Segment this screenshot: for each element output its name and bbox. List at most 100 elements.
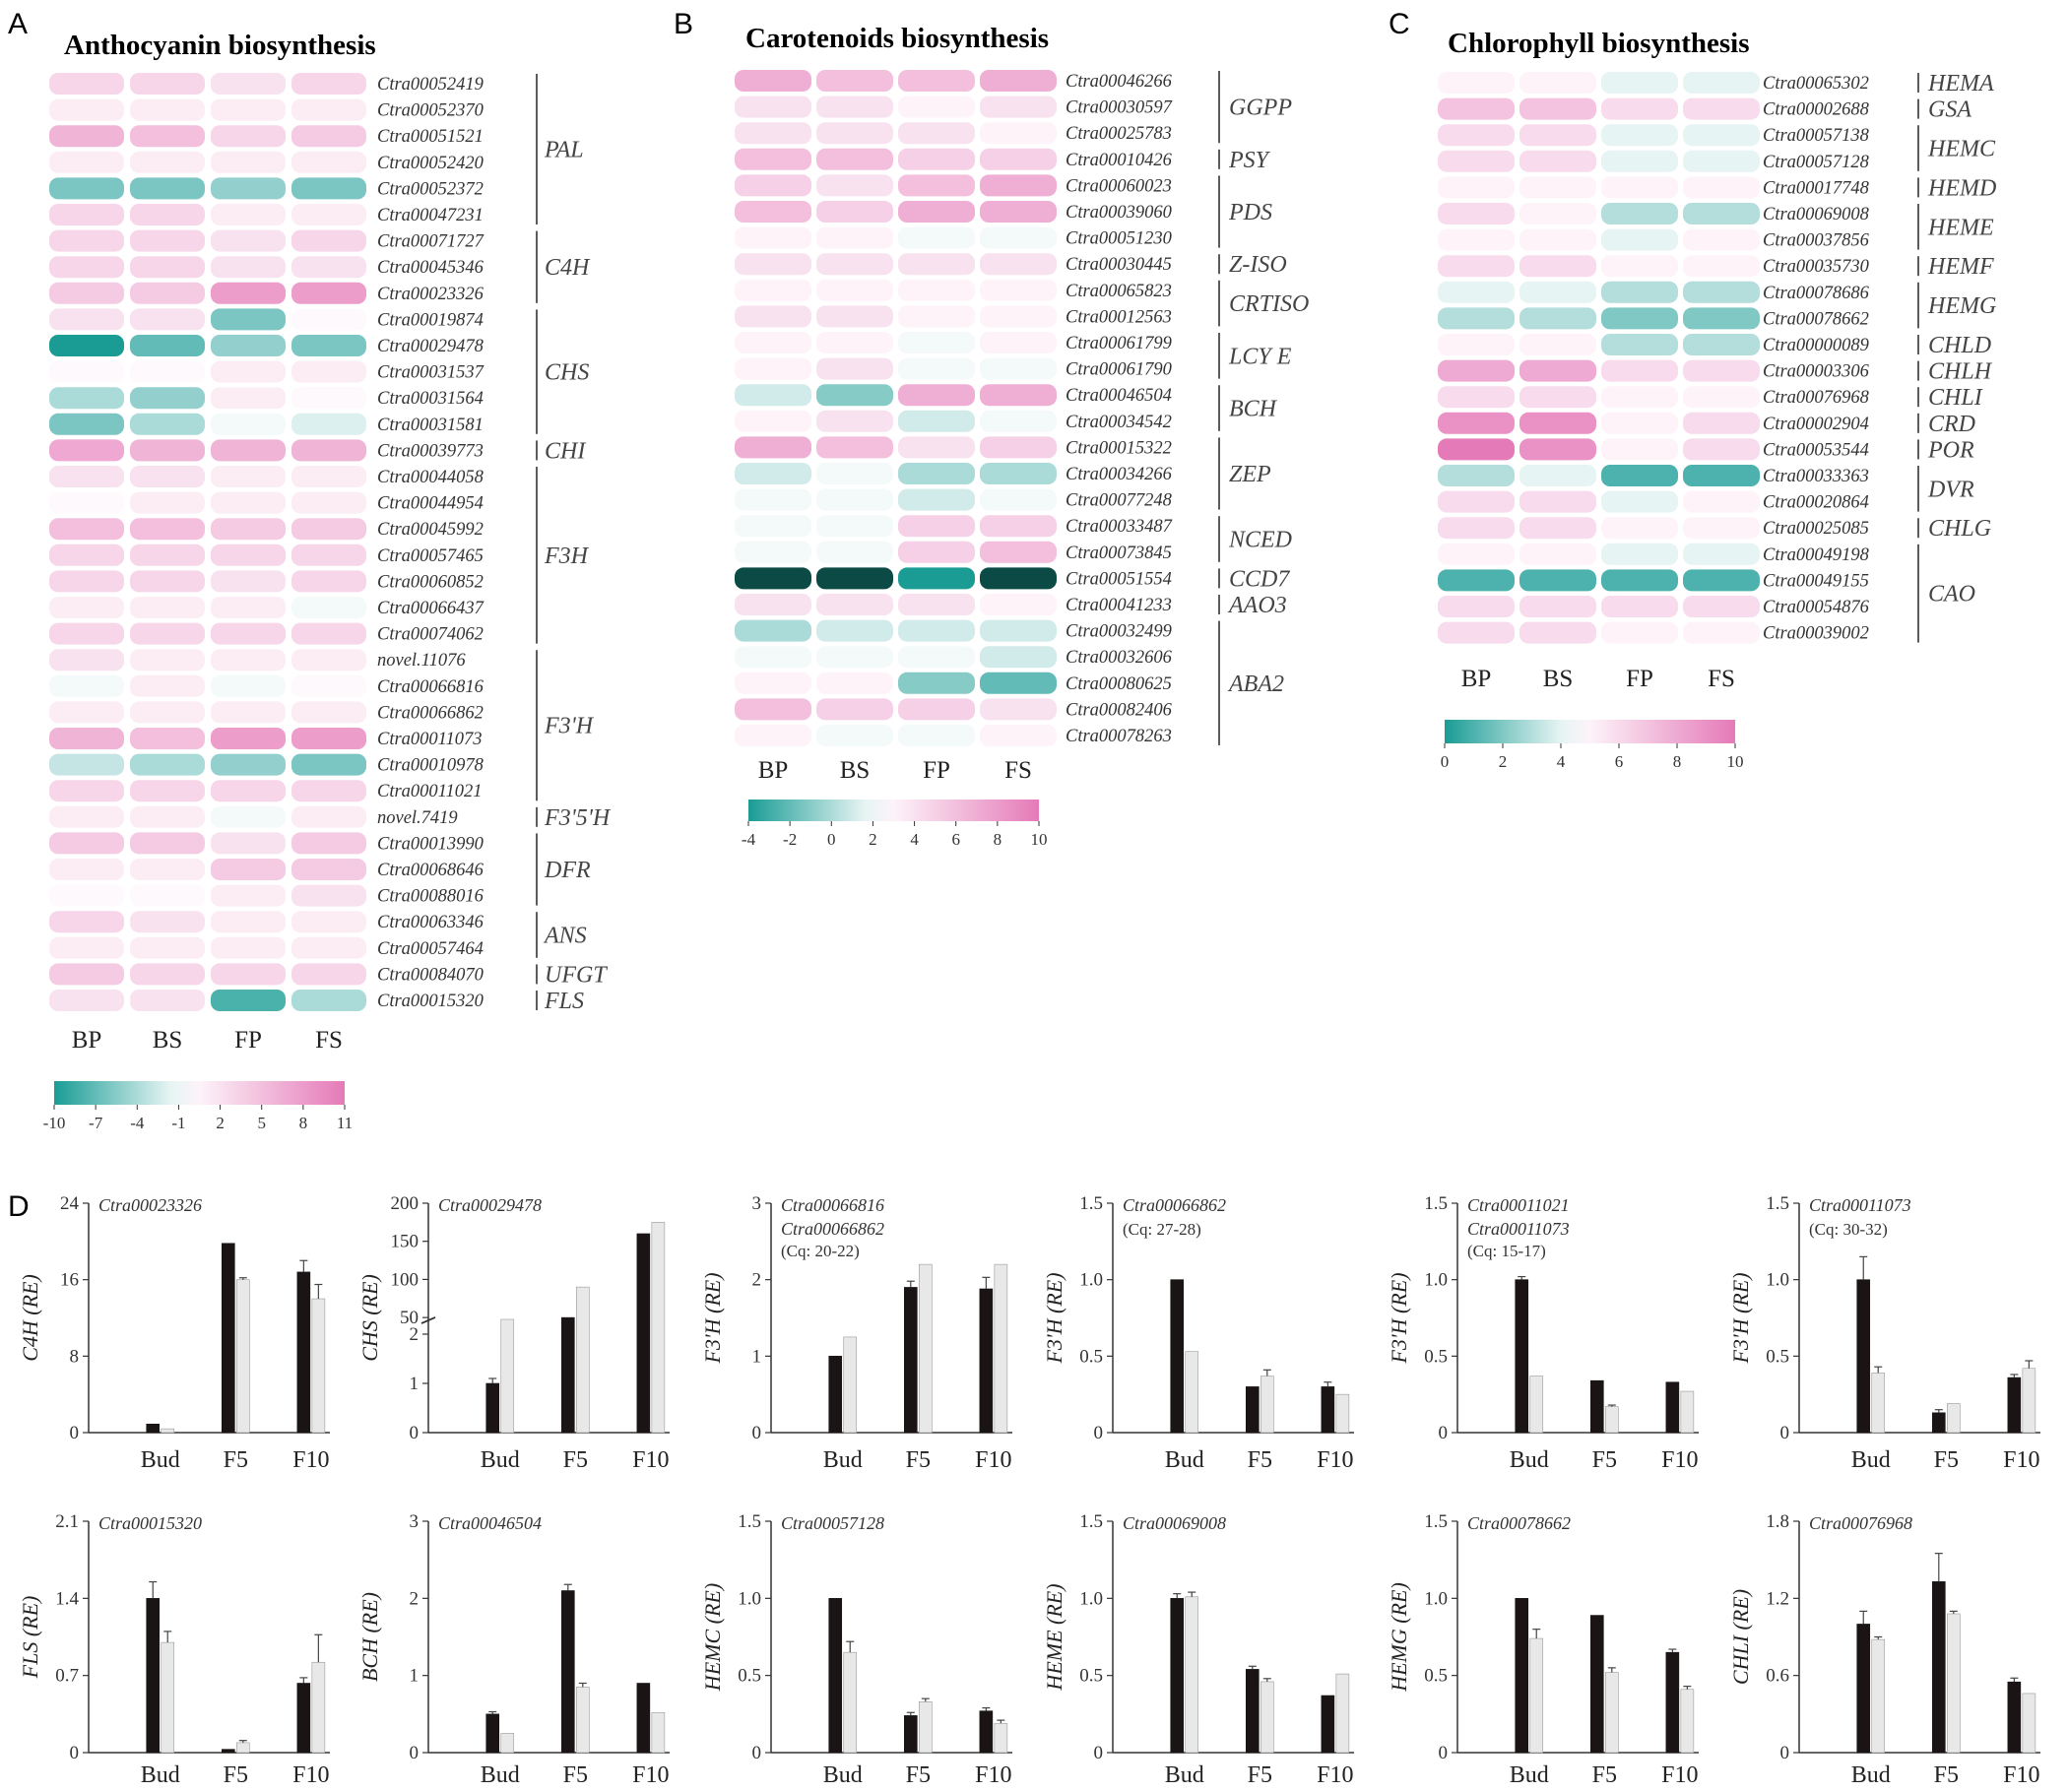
y-axis-label: F3'H (RE): [1387, 1272, 1411, 1364]
heatmap-cell: [1519, 438, 1596, 461]
heatmap-cell: [130, 622, 205, 645]
heatmap-cell: [291, 73, 366, 95]
heatmap-cell: [980, 279, 1057, 301]
y-tick-label: 1.0: [1079, 1588, 1103, 1609]
colorbar-tick-label: 8: [994, 830, 1002, 849]
heatmap-cell: [898, 594, 975, 615]
x-category-label: Bud: [1851, 1762, 1891, 1788]
heatmap-cell: [49, 544, 124, 566]
bar-chart-note: Ctra00066862: [781, 1219, 884, 1239]
bar-chart-title: Ctra00069008: [1123, 1513, 1226, 1533]
heatmap-title: Chlorophyll biosynthesis: [1448, 28, 1749, 59]
bar: [161, 1641, 175, 1754]
heatmap-cell: [1683, 517, 1760, 540]
group-label: F3'5'H: [544, 805, 612, 831]
heatmap-cell: [898, 463, 975, 484]
gene-label: Ctra00060852: [377, 572, 484, 592]
heatmap-cell: [49, 98, 124, 121]
bar-chart-note: (Cq: 20-22): [781, 1242, 860, 1260]
heatmap-cell: [49, 335, 124, 356]
heatmap-cell: [898, 698, 975, 721]
heatmap-cell: [291, 491, 366, 514]
heatmap-cell: [1683, 307, 1760, 330]
y-tick-label: 1.0: [1424, 1270, 1448, 1291]
heatmap-cell: [130, 387, 205, 410]
heatmap-cell: [49, 491, 124, 514]
heatmap-cell: [816, 279, 893, 301]
bar: [1321, 1695, 1335, 1754]
x-category-label: F10: [632, 1762, 669, 1788]
heatmap-cell: [898, 672, 975, 694]
heatmap-cell: [1438, 176, 1515, 199]
heatmap-cell: [130, 544, 205, 566]
heatmap-cell: [49, 859, 124, 880]
gene-label: Ctra00039060: [1066, 203, 1173, 223]
bar: [1245, 1386, 1260, 1434]
bar-chart-title: Ctra00046504: [438, 1513, 542, 1533]
heatmap-cell: [898, 201, 975, 223]
gene-label: Ctra00032606: [1066, 648, 1173, 668]
colorbar-tick-label: 4: [910, 830, 919, 849]
heatmap-cell: [211, 963, 286, 986]
heatmap-cell: [1438, 543, 1515, 565]
gene-label: Ctra00030597: [1066, 98, 1173, 118]
heatmap-cell: [291, 151, 366, 173]
gene-label: Ctra00065823: [1066, 282, 1172, 301]
gene-label: Ctra00013990: [377, 834, 485, 854]
heatmap-cell: [1601, 72, 1678, 94]
gene-label: Ctra00015320: [377, 992, 485, 1011]
heatmap-cell: [291, 360, 366, 383]
y-tick-label: 2: [752, 1270, 762, 1291]
gene-label: Ctra00044954: [377, 494, 484, 514]
panel-letter: A: [8, 8, 28, 40]
heatmap-cell: [291, 229, 366, 252]
group-label: POR: [1927, 437, 1974, 463]
bar: [903, 1715, 918, 1754]
gene-label: Ctra00031581: [377, 416, 484, 435]
heatmap-cell: [1438, 596, 1515, 617]
column-label: FP: [1626, 666, 1653, 692]
heatmap-cell: [211, 125, 286, 148]
y-tick-label: 1.5: [1766, 1193, 1789, 1214]
heatmap-cell: [735, 174, 811, 197]
heatmap-cell: [211, 256, 286, 279]
column-label: BP: [758, 757, 789, 784]
group-label: CCD7: [1229, 566, 1290, 592]
group-label: AAO3: [1227, 593, 1287, 618]
heatmap-cell: [211, 177, 286, 200]
heatmap-cell: [1601, 124, 1678, 147]
heatmap-cell: [130, 439, 205, 462]
heatmap-cell: [898, 148, 975, 170]
gene-label: Ctra00063346: [377, 913, 485, 932]
x-category-label: F5: [1248, 1447, 1272, 1473]
group-label: CHLI: [1928, 385, 1983, 411]
heatmap-cell: [1683, 281, 1760, 303]
y-axis-label: HEMC (RE): [700, 1583, 725, 1692]
gene-label: Ctra00034266: [1066, 465, 1173, 484]
heatmap-cell: [49, 308, 124, 331]
heatmap-cell: [735, 488, 811, 511]
colorbar-tick-label: -4: [742, 830, 756, 849]
y-tick-label: 0: [1780, 1743, 1790, 1763]
heatmap-cell: [49, 125, 124, 148]
heatmap-cell: [49, 701, 124, 724]
column-label: FS: [1708, 666, 1735, 692]
heatmap-cell: [291, 753, 366, 776]
column-label: BS: [153, 1027, 183, 1054]
bar: [1665, 1381, 1680, 1434]
heatmap-cell: [211, 753, 286, 776]
heatmap-cell: [1683, 176, 1760, 199]
heatmap-cell: [1601, 359, 1678, 382]
heatmap-cell: [980, 436, 1057, 459]
heatmap-cell: [735, 463, 811, 484]
y-tick-label: 0.5: [1079, 1666, 1103, 1687]
x-category-label: F10: [975, 1447, 1011, 1473]
y-axis-label: C4H (RE): [18, 1274, 42, 1362]
heatmap-cell: [211, 832, 286, 855]
heatmap-cell: [980, 332, 1057, 353]
colorbar-tick-label: 11: [337, 1114, 353, 1132]
group-label: Z-ISO: [1229, 252, 1287, 278]
heatmap-cell: [130, 990, 205, 1011]
heatmap-cell: [211, 151, 286, 173]
